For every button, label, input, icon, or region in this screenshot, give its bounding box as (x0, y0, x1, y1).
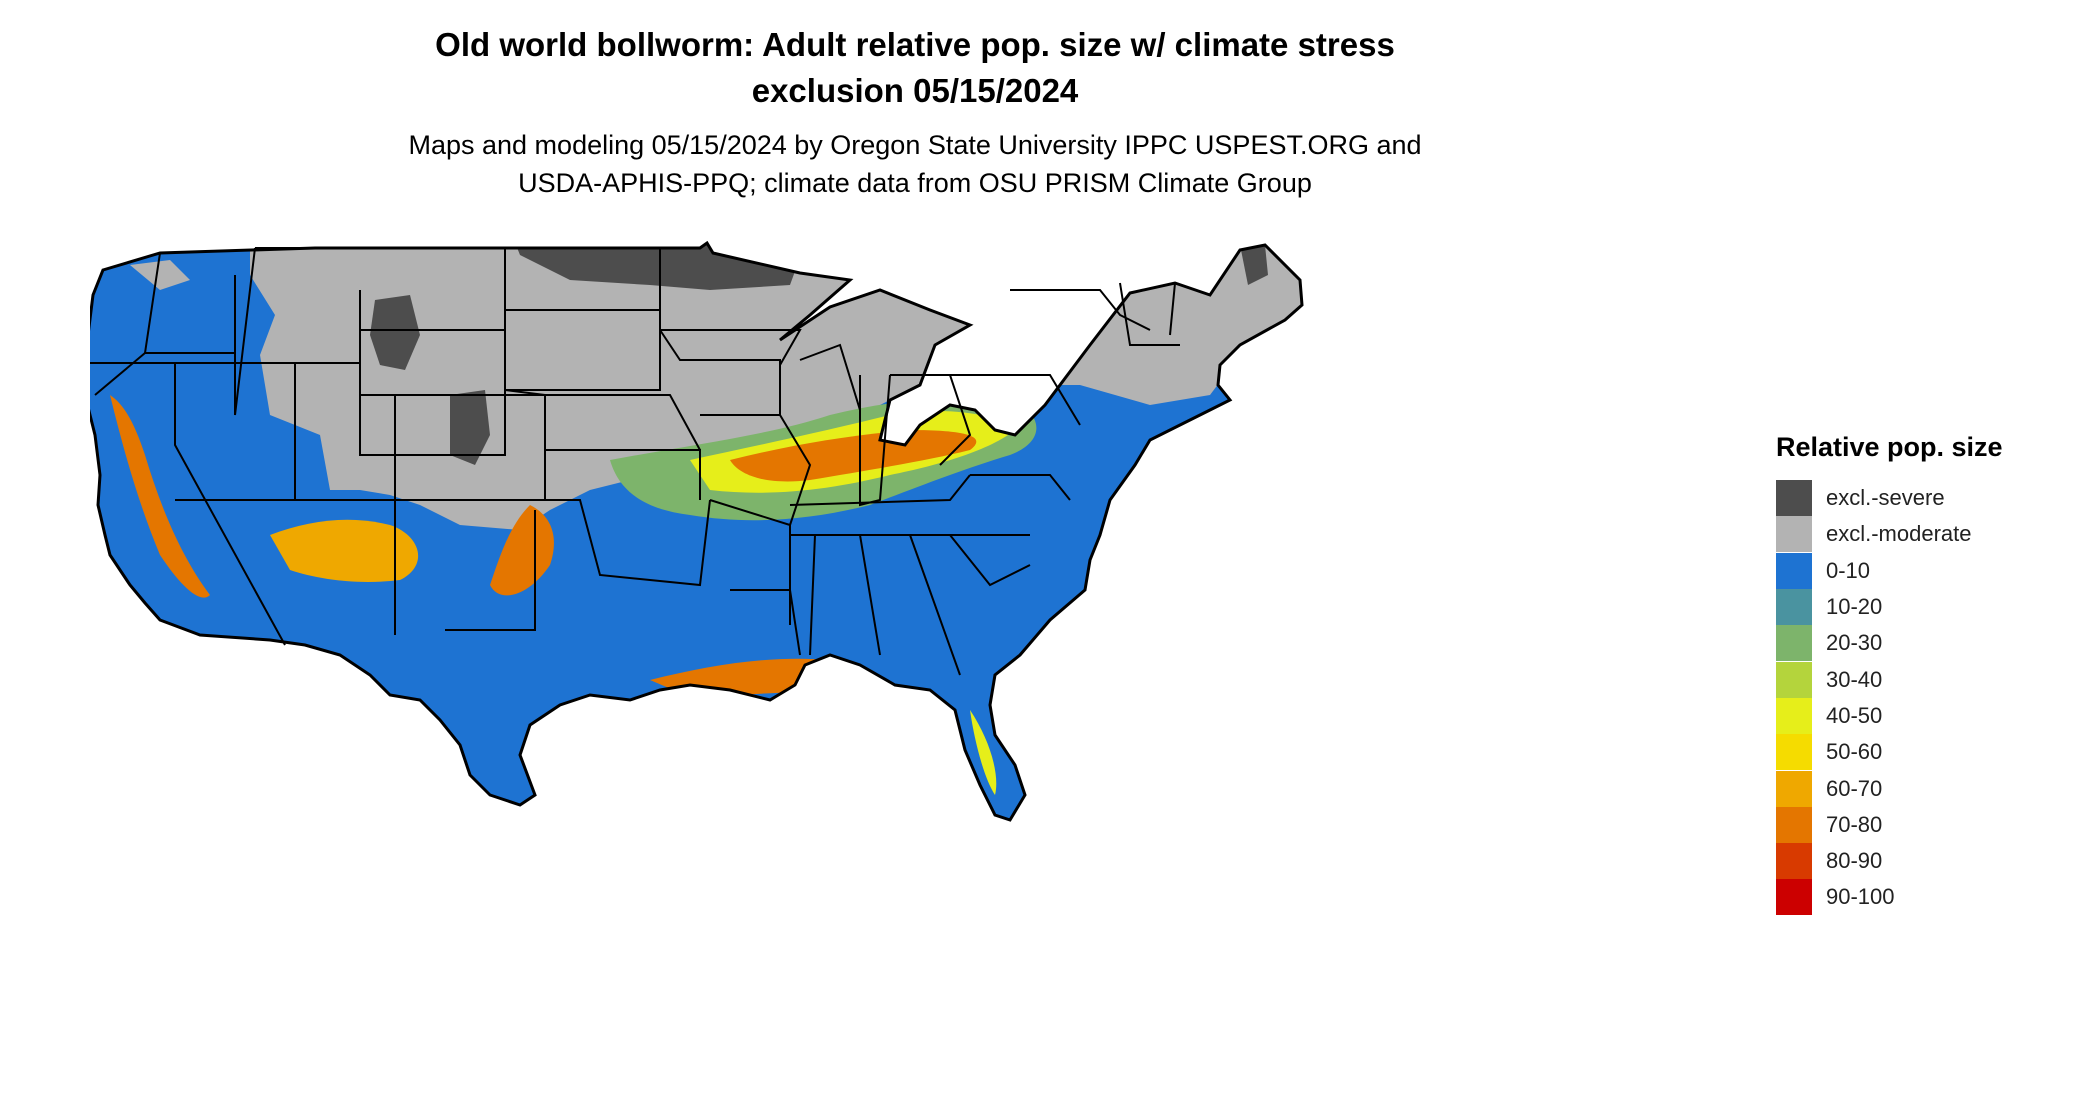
legend-swatch (1776, 661, 1812, 698)
legend-swatch (1776, 516, 1812, 553)
legend-swatch (1776, 552, 1812, 589)
missouri-border (700, 414, 812, 526)
nebraska-border (504, 389, 701, 451)
legend-item: 70-80 (1776, 806, 2076, 843)
legend-swatch (1776, 480, 1812, 517)
legend-item: 50-60 (1776, 734, 2076, 771)
region-excl-severe-wyoming (370, 295, 420, 370)
region-60-70-southwest (270, 519, 419, 582)
legend-label: 50-60 (1826, 739, 1883, 765)
alabama-georgia-border (859, 534, 881, 656)
legend: Relative pop. size excl.-severe excl.-mo… (1776, 430, 2076, 916)
legend-label: excl.-severe (1826, 485, 1945, 511)
legend-title: Relative pop. size (1776, 432, 2003, 462)
legend-item: 60-70 (1776, 770, 2076, 807)
map-title-line-1: Old world bollworm: Adult relative pop. … (435, 26, 1395, 63)
minnesota-border (659, 248, 802, 366)
colorado-border (395, 394, 546, 501)
legend-swatch (1776, 806, 1812, 843)
mississippi-alabama-border (809, 534, 816, 656)
legend-label: 90-100 (1826, 884, 1895, 910)
legend-swatch (1776, 625, 1812, 662)
legend-swatch (1776, 589, 1812, 626)
idaho-border (234, 247, 256, 416)
iowa-border (659, 329, 781, 415)
south-carolina-border (949, 534, 1031, 587)
legend-items: excl.-severe excl.-moderate 0-10 10-20 2… (1776, 480, 2076, 916)
legend-label: excl.-moderate (1826, 521, 1972, 547)
legend-item: 10-20 (1776, 589, 2076, 626)
region-excl-severe-colorado (450, 390, 490, 465)
map-title-line-2: exclusion 05/15/2024 (751, 72, 1079, 109)
legend-swatch (1776, 734, 1812, 771)
texas-border (445, 510, 536, 631)
legend-label: 80-90 (1826, 848, 1883, 874)
region-excl-severe-maine (1240, 245, 1268, 285)
south-dakota-border (504, 310, 661, 391)
pennsylvania-border (950, 374, 1081, 426)
kentucky-tennessee-border (789, 474, 971, 506)
utah-border (295, 362, 396, 500)
map-subtitle-line-2: USDA-APHIS-PPQ; climate data from OSU PR… (518, 168, 1312, 198)
nevada-utah-border (175, 362, 296, 501)
oklahoma-border (545, 499, 711, 587)
map-title: Old world bollworm: Adult relative pop. … (0, 22, 1830, 114)
us-map (90, 241, 1304, 822)
legend-item: excl.-severe (1776, 480, 2076, 517)
legend-swatch (1776, 697, 1812, 734)
state-boundaries (90, 247, 1180, 676)
legend-label: 60-70 (1826, 775, 1883, 801)
map-subtitle-line-1: Maps and modeling 05/15/2024 by Oregon S… (408, 130, 1422, 160)
legend-label: 0-10 (1826, 557, 1871, 583)
legend-item: excl.-moderate (1776, 516, 2076, 553)
legend-label: 20-30 (1826, 630, 1883, 656)
legend-item: 40-50 (1776, 697, 2076, 734)
region-excl-moderate-cascades (130, 260, 190, 290)
virginia-north-carolina-border (970, 474, 1071, 501)
new-york-border (1010, 289, 1151, 331)
oregon-california-coast (94, 352, 146, 396)
california-nevada-border (90, 362, 286, 646)
map-subtitle: Maps and modeling 05/15/2024 by Oregon S… (0, 126, 1830, 202)
legend-swatch (1776, 879, 1812, 916)
legend-label: 40-50 (1826, 702, 1883, 728)
legend-label: 70-80 (1826, 811, 1883, 837)
new-hampshire-maine-border (1169, 282, 1176, 336)
legend-swatch (1776, 843, 1812, 880)
region-70-80-california (110, 395, 210, 598)
legend-item: 90-100 (1776, 879, 2076, 916)
legend-item: 20-30 (1776, 625, 2076, 662)
georgia-florida-border (909, 534, 961, 676)
washington-oregon-border (143, 252, 236, 354)
region-40-50-florida (970, 710, 997, 795)
region-70-80-band (730, 430, 977, 482)
legend-item: 0-10 (1776, 552, 2076, 589)
legend-label: 30-40 (1826, 666, 1883, 692)
kansas-border (545, 449, 701, 500)
legend-item: 30-40 (1776, 661, 2076, 698)
region-70-80-texas (490, 505, 554, 596)
louisiana-border (730, 589, 801, 656)
legend-swatch (1776, 770, 1812, 807)
legend-item: 80-90 (1776, 843, 2076, 880)
ohio-border (890, 374, 972, 466)
legend-label: 10-20 (1826, 594, 1883, 620)
